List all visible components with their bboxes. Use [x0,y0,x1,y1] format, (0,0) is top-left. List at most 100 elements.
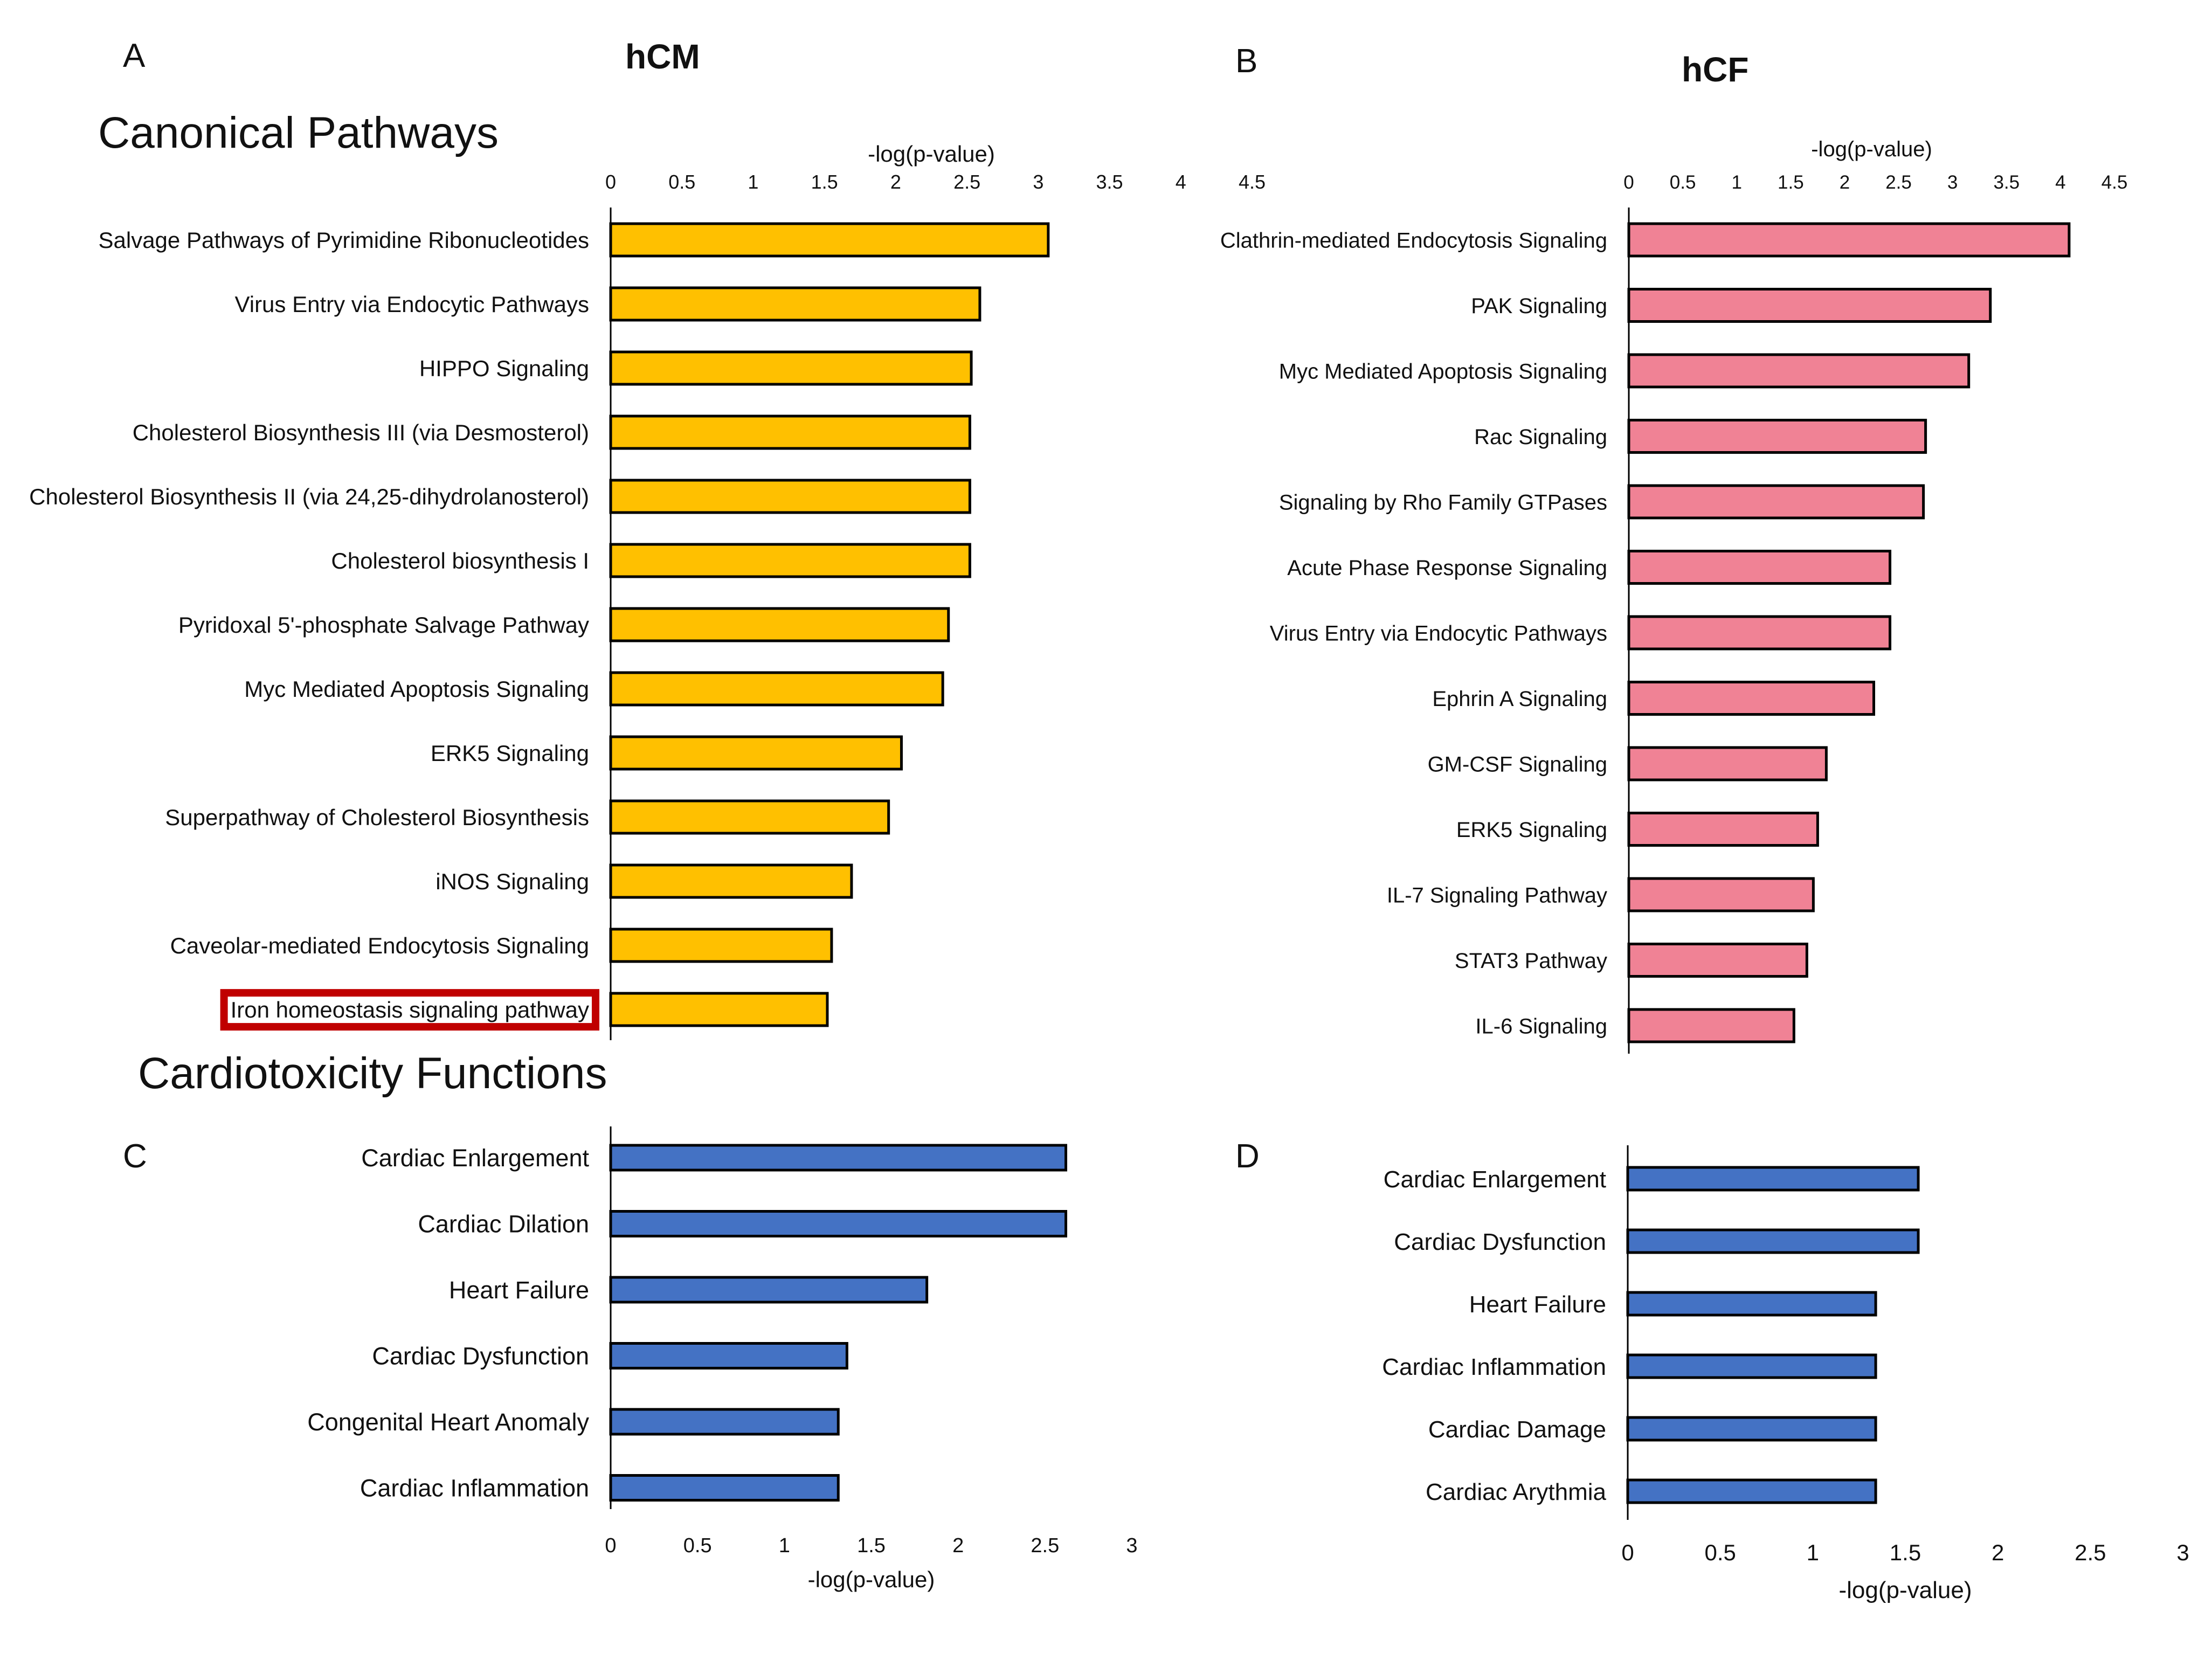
x-axis-title-d: -log(p-value) [1839,1577,1972,1603]
column-title-hcm: hCM [625,37,700,76]
bar-a [609,735,903,771]
x-axis-title-b: -log(p-value) [1811,137,1932,161]
category-label-b: Myc Mediated Apoptosis Signaling [1279,359,1607,383]
highlight-box [220,989,599,1031]
bar-a [609,222,1050,258]
bar-a [609,607,950,642]
chart-panel-d: 0 0.5 1 1.5 2 2.5 3 -log(p-value) Cardiac Enlarg… [1382,1145,2189,1603]
bar-c [609,1210,1068,1237]
x-tick-label-a: 2 [890,171,901,193]
bar-a [609,992,829,1027]
category-label-c: Cardiac Dilation [418,1211,589,1238]
category-label-a: Virus Entry via Endocytic Pathways [234,292,589,317]
bar-d [1626,1478,1877,1504]
bar-b [1627,746,1828,781]
bar-b [1627,681,1876,716]
category-label-a: Myc Mediated Apoptosis Signaling [244,676,589,702]
x-tick-label-a: 4.5 [1239,171,1266,193]
x-tick-label-d: 3 [2176,1540,2189,1565]
bar-b [1627,615,1892,651]
bar-b [1627,812,1819,847]
category-label-a: Cholesterol Biosynthesis II (via 24,25-d… [29,484,589,509]
x-tick-label-d: 0.5 [1704,1540,1736,1565]
category-label-d: Heart Failure [1469,1291,1606,1318]
chart-panel-c: 0 0.5 1 1.5 2 2.5 3 -log(p-value) Cardiac Enlarg… [307,1126,1138,1592]
bar-b [1627,484,1925,520]
category-label-a: ERK5 Signaling [431,741,589,766]
bar-d [1626,1416,1877,1442]
x-tick-label-c: 3 [1126,1534,1137,1557]
x-tick-label-c: 0.5 [683,1534,712,1557]
chart-panel-b: 0 0.5 1 1.5 2 2.5 3 3.5 4 4.5 -log(p-value) Clathri… [1220,137,2128,1054]
category-label-c: Cardiac Dysfunction [372,1343,589,1370]
bar-b [1627,288,1992,323]
x-tick-label-c: 1.5 [857,1534,886,1557]
bar-c [609,1276,929,1304]
panel-label-c: C [123,1138,147,1175]
bar-a [609,928,833,963]
x-tick-label-d: 1.5 [1890,1540,1921,1565]
x-tick-label-c: 2 [952,1534,964,1557]
bar-b [1627,353,1971,389]
category-label-a: iNOS Signaling [436,869,589,894]
category-label-b: STAT3 Pathway [1455,949,1607,973]
bar-a [609,479,971,514]
category-label-a: Cholesterol Biosynthesis III (via Desmos… [133,420,589,445]
bar-b [1627,943,1808,978]
x-tick-label-b: 0 [1623,172,1634,193]
category-label-d: Cardiac Dysfunction [1394,1229,1606,1255]
x-tick-label-b: 1 [1731,172,1741,193]
category-label-d: Cardiac Enlargement [1384,1166,1606,1193]
bar-c [609,1474,840,1502]
x-tick-label-a: 1 [748,171,758,193]
category-label-b: IL-6 Signaling [1475,1014,1607,1038]
x-tick-label-b: 3.5 [1993,172,2020,193]
x-tick-label-b: 4.5 [2102,172,2128,193]
category-label-c: Heart Failure [449,1276,589,1304]
category-label-b: ERK5 Signaling [1456,818,1607,842]
category-label-b: Ephrin A Signaling [1432,687,1607,711]
bar-b [1627,419,1927,454]
category-label-b: IL-7 Signaling Pathway [1387,883,1607,907]
x-axis-title-a: -log(p-value) [868,141,995,167]
x-tick-label-d: 2 [1992,1540,2004,1565]
category-label-b: Virus Entry via Endocytic Pathways [1270,621,1607,645]
category-label-c: Cardiac Enlargement [361,1144,589,1172]
category-label-c: Congenital Heart Anomaly [307,1408,589,1436]
panel-label-b: B [1235,43,1258,80]
bar-d [1626,1353,1877,1379]
x-tick-label-a: 4 [1176,171,1186,193]
category-label-d: Cardiac Inflammation [1382,1354,1606,1380]
bar-d [1626,1291,1877,1317]
section-title-canonical-pathways: Canonical Pathways [98,108,499,157]
bar-b [1627,877,1815,912]
category-label-a: Salvage Pathways of Pyrimidine Ribonucle… [99,227,590,253]
x-tick-label-a: 1.5 [811,171,838,193]
x-tick-label-a: 2.5 [953,171,980,193]
bar-d [1626,1166,1920,1192]
bar-c [609,1144,1068,1172]
section-title-cardiotoxicity-functions: Cardiotoxicity Functions [138,1049,607,1098]
column-title-hcf: hCF [1682,50,1749,89]
x-tick-label-d: 1 [1807,1540,1819,1565]
x-tick-label-c: 0 [605,1534,616,1557]
bar-a [609,286,981,322]
category-label-b: GM-CSF Signaling [1428,752,1607,776]
x-tick-label-b: 0.5 [1670,172,1696,193]
x-tick-label-b: 1.5 [1778,172,1804,193]
bar-c [609,1342,848,1370]
x-tick-label-a: 3.5 [1096,171,1123,193]
x-tick-label-a: 0.5 [668,171,695,193]
bar-a [609,543,971,578]
category-label-a: Pyridoxal 5'-phosphate Salvage Pathway [178,612,589,638]
x-tick-label-b: 3 [1947,172,1958,193]
x-tick-label-c: 1 [779,1534,790,1557]
panel-label-d: D [1235,1138,1260,1175]
bar-b [1627,550,1892,585]
bar-c [609,1408,840,1436]
x-tick-label-d: 2.5 [2075,1540,2106,1565]
panel-label-a: A [123,37,146,74]
bar-a [609,671,944,707]
category-label-a: HIPPO Signaling [419,356,589,381]
